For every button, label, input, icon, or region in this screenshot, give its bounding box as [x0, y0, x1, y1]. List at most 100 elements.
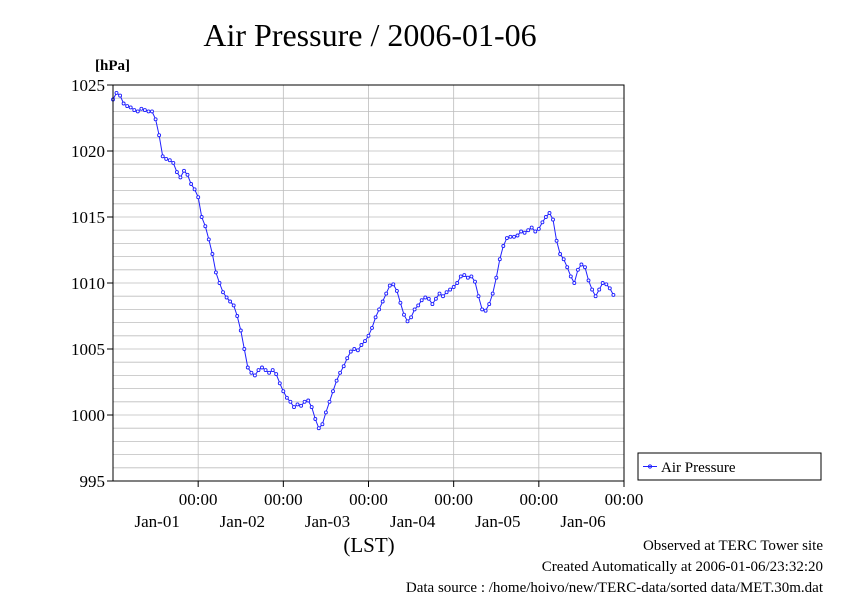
data-point [455, 281, 460, 285]
series-line [112, 92, 614, 430]
x-tick-time-label: 00:00 [605, 490, 644, 509]
data-point [210, 252, 215, 256]
data-point [597, 287, 602, 292]
data-point [114, 90, 119, 95]
data-point [135, 109, 140, 114]
data-point [370, 325, 374, 330]
data-point [512, 234, 516, 239]
y-tick-label: 1010 [71, 274, 105, 293]
data-point [221, 290, 225, 295]
data-point [231, 303, 236, 308]
data-point [274, 372, 279, 377]
data-point [125, 104, 130, 109]
data-point [249, 370, 254, 375]
data-point [224, 295, 229, 300]
data-point [433, 296, 438, 301]
data-point [583, 265, 587, 270]
data-point [572, 281, 577, 285]
data-point [526, 228, 531, 233]
data-point [292, 405, 296, 410]
data-point [600, 281, 605, 285]
data-point [426, 296, 431, 301]
data-point [458, 274, 463, 279]
data-point [568, 274, 573, 279]
data-point [465, 275, 470, 280]
legend: Air Pressure [637, 452, 822, 481]
data-point [558, 252, 563, 256]
data-point [302, 399, 307, 404]
footer-created: Created Automatically at 2006-01-06/23:3… [542, 559, 823, 575]
data-point [196, 195, 201, 200]
data-point [430, 302, 435, 307]
data-point [398, 300, 403, 305]
data-point [345, 356, 350, 361]
data-point [604, 282, 609, 287]
data-point [128, 105, 133, 110]
data-point [373, 315, 378, 320]
data-point [174, 170, 179, 175]
data-point [377, 307, 382, 312]
data-point [363, 339, 367, 344]
chart-title: Air Pressure / 2006-01-06 [203, 17, 536, 53]
data-point [217, 281, 222, 285]
data-point [235, 314, 240, 318]
data-point [536, 226, 541, 231]
data-point [476, 294, 481, 299]
data-point [352, 347, 357, 351]
data-point [402, 312, 406, 317]
data-point [575, 267, 580, 272]
x-tick-date-label: Jan-04 [390, 512, 436, 531]
data-point [142, 108, 147, 113]
data-point [366, 333, 371, 338]
data-point [391, 282, 396, 287]
data-point [405, 319, 410, 324]
data-point [121, 101, 126, 106]
y-tick-label: 1000 [71, 406, 105, 425]
data-point [437, 291, 442, 296]
y-tick-label: 1015 [71, 208, 105, 227]
data-point [213, 270, 218, 275]
plot-frame [112, 84, 625, 482]
data-point [593, 294, 598, 299]
data-point [331, 389, 335, 394]
data-point [451, 285, 456, 289]
data-point [419, 298, 424, 303]
data-series [111, 90, 616, 431]
y-tick-label: 1020 [71, 142, 105, 161]
data-point [295, 402, 300, 407]
data-point [281, 389, 286, 394]
data-point [487, 302, 492, 307]
legend-label: Air Pressure [661, 460, 736, 476]
data-point [245, 365, 250, 370]
data-point [192, 187, 197, 192]
data-point [288, 399, 293, 404]
data-point [299, 403, 304, 408]
data-point [153, 117, 158, 122]
data-point [607, 286, 612, 291]
data-point [554, 238, 559, 243]
data-point [473, 279, 477, 284]
data-point [320, 422, 325, 427]
data-point [586, 278, 591, 283]
data-point [423, 295, 428, 300]
data-point [238, 328, 243, 333]
data-point [146, 109, 151, 114]
x-tick-date-label: Jan-02 [220, 512, 265, 531]
data-point [504, 236, 509, 241]
data-point [611, 292, 616, 297]
x-tick-time-label: 00:00 [264, 490, 303, 509]
y-tick-label: 995 [80, 472, 106, 491]
data-point [242, 347, 247, 351]
data-point [490, 291, 495, 296]
data-point [590, 287, 595, 292]
x-tick-time-label: 00:00 [519, 490, 558, 509]
data-point [348, 349, 353, 354]
data-point [380, 299, 385, 304]
data-point [228, 299, 233, 304]
x-tick-date-label: Jan-06 [560, 512, 605, 531]
data-point [515, 233, 520, 238]
data-point [160, 154, 165, 159]
data-point [508, 234, 513, 239]
data-point [522, 230, 527, 235]
